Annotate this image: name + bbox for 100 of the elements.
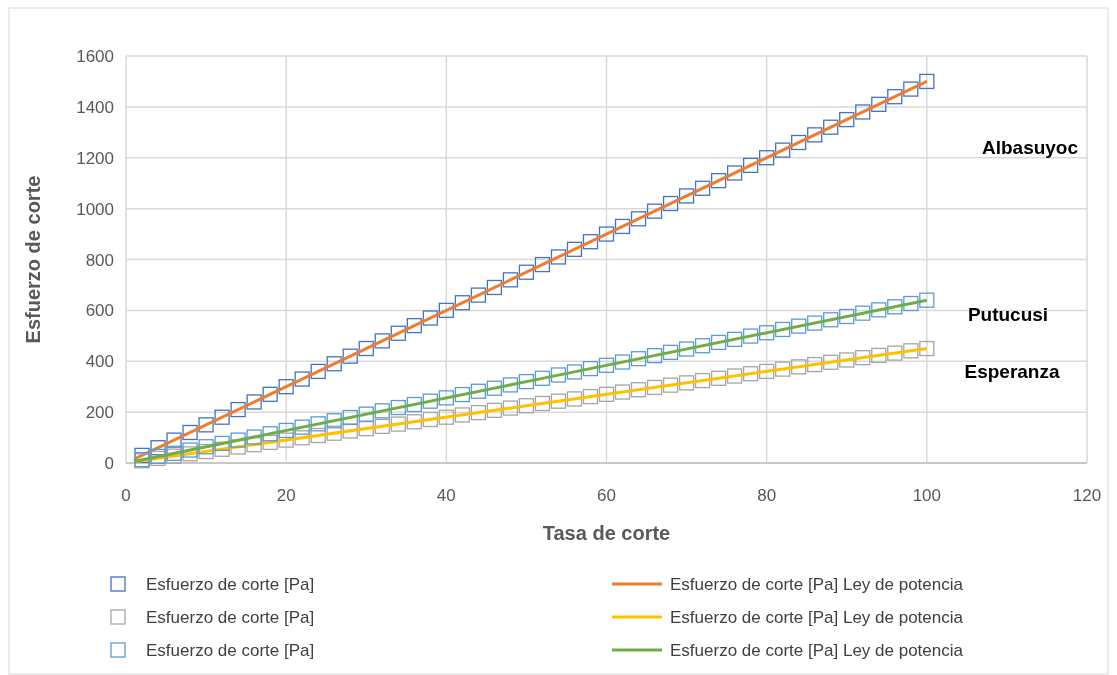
point (678, 341, 695, 357)
point (550, 249, 567, 265)
point (646, 379, 663, 396)
point (630, 382, 647, 398)
point (502, 400, 519, 416)
point (678, 188, 695, 204)
legend-label: Esfuerzo de corte [Pa] Ley de potencia (670, 575, 964, 594)
point (454, 407, 470, 423)
x-tick-label: 80 (757, 486, 777, 505)
point (470, 383, 487, 399)
point (406, 396, 422, 413)
point (534, 370, 551, 386)
point (710, 370, 727, 386)
point (470, 287, 487, 303)
point (630, 351, 647, 367)
point (662, 195, 679, 212)
point (839, 352, 855, 368)
point (791, 359, 807, 375)
annotation: Putucusi (967, 304, 1049, 325)
point (775, 361, 791, 377)
point (791, 318, 807, 334)
point (903, 81, 919, 97)
y-tick-label: 600 (85, 301, 114, 321)
point (406, 317, 422, 334)
point (598, 226, 615, 242)
point (807, 127, 823, 143)
point (278, 432, 294, 448)
point (726, 368, 743, 384)
point (294, 419, 310, 435)
point (182, 442, 198, 458)
point (390, 325, 406, 341)
point (726, 331, 743, 348)
point (919, 340, 935, 357)
point (726, 165, 743, 181)
point (502, 377, 519, 393)
point (406, 414, 422, 430)
x-axis-title: Tasa de corte (542, 522, 671, 544)
point (262, 386, 278, 402)
point (630, 211, 647, 227)
point (871, 96, 887, 112)
y-axis-title: Esfuerzo de corte (22, 175, 44, 344)
point (214, 435, 230, 452)
point (743, 328, 759, 344)
point (598, 357, 615, 373)
point (358, 340, 374, 357)
y-tick-label: 1400 (76, 97, 114, 117)
point (903, 295, 919, 312)
point (486, 402, 503, 418)
point (566, 241, 583, 257)
point (374, 333, 390, 349)
point (342, 348, 358, 364)
point (919, 73, 935, 90)
point (743, 366, 759, 382)
y-tick-label: 200 (85, 403, 114, 423)
point (518, 264, 535, 280)
point (614, 354, 631, 370)
point (759, 150, 775, 166)
x-tick-label: 120 (1072, 486, 1102, 505)
point (887, 89, 903, 105)
point (823, 354, 839, 370)
point (358, 406, 374, 422)
point (855, 104, 871, 120)
point (614, 218, 631, 235)
point (518, 398, 535, 414)
point (694, 338, 711, 354)
point (759, 325, 775, 341)
x-tick-label: 60 (597, 486, 616, 505)
point (518, 373, 535, 390)
legend-label: Esfuerzo de corte [Pa] (146, 641, 315, 660)
legend-label: Esfuerzo de corte [Pa] Ley de potencia (670, 641, 964, 660)
y-tick-label: 400 (85, 352, 114, 372)
point (438, 390, 454, 406)
point (422, 393, 438, 409)
point (182, 424, 198, 441)
x-tick-label: 0 (121, 486, 131, 505)
point (374, 418, 390, 435)
point (166, 432, 182, 448)
point (534, 256, 551, 273)
point (919, 292, 935, 308)
point (422, 310, 438, 326)
point (775, 142, 791, 158)
y-tick-label: 1000 (76, 199, 114, 219)
point (150, 440, 166, 456)
point (582, 234, 599, 250)
point (871, 302, 887, 318)
point (839, 308, 855, 325)
legend-label: Esfuerzo de corte [Pa] (146, 608, 315, 627)
point (454, 386, 470, 403)
point (887, 345, 903, 361)
point (823, 312, 839, 328)
point (646, 203, 663, 219)
point (678, 375, 695, 391)
point (646, 348, 663, 364)
point (294, 430, 310, 446)
point (694, 180, 711, 196)
point (278, 422, 294, 439)
legend-label: Esfuerzo de corte [Pa] (146, 575, 315, 594)
x-tick-label: 40 (436, 486, 456, 505)
point (855, 305, 871, 321)
point (759, 363, 775, 380)
